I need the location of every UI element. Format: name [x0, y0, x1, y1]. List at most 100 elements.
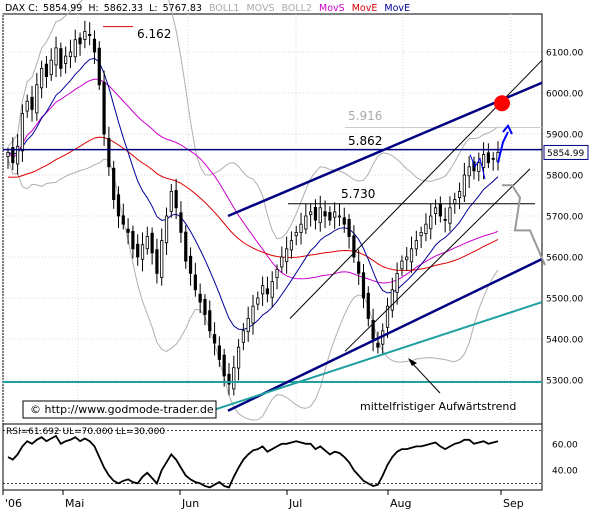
candle-body [405, 256, 409, 261]
candle-body [102, 81, 106, 135]
header-high: 5862.33 [104, 3, 143, 14]
lower-trend-channel [227, 257, 543, 412]
header-line: DAX C: 5854.99 H: 5862.33 L: 5767.83 BOL… [5, 3, 410, 14]
bullish-arrowhead [502, 123, 513, 135]
candle-body [424, 223, 428, 234]
x-tick-label: Jun [181, 497, 199, 510]
candle-body [318, 207, 322, 224]
candle-body [35, 84, 39, 114]
candle-body [347, 219, 351, 237]
copyright-box [22, 400, 217, 419]
candle-body [275, 268, 279, 278]
candle-body [193, 274, 197, 291]
x-tick-label: Jul [288, 497, 302, 510]
rsi-lines: 40.00 60.00 [3, 430, 578, 489]
candle-body [304, 215, 308, 230]
steep-trend-line [344, 168, 531, 352]
rsi-tick-label: 60.00 [552, 440, 578, 450]
candle-body [443, 218, 447, 221]
candle-body [333, 211, 337, 218]
candle-body [241, 330, 245, 343]
candle-body [309, 211, 313, 216]
price-tick-label: 5900.00 [546, 131, 583, 141]
header-indicator-movs: MOVS [246, 3, 274, 14]
rsi-panel [2, 423, 543, 491]
candle-body [54, 47, 58, 66]
candle-body [395, 272, 399, 293]
candle-body [438, 203, 442, 217]
candle-body [212, 334, 217, 344]
candle-body [385, 305, 390, 328]
x-tick-label: Mai [65, 497, 84, 510]
candle-body [78, 37, 82, 45]
movs-line [7, 78, 499, 284]
candle-body [294, 231, 298, 237]
candle-body [83, 31, 87, 40]
candle-body [400, 260, 404, 270]
candle-body [323, 211, 327, 217]
candle-body [414, 240, 418, 250]
candle-body [357, 261, 361, 274]
candle-body [145, 236, 149, 250]
candle-body [107, 138, 111, 168]
candle-body [68, 51, 73, 58]
candle-body [328, 212, 332, 221]
candle-body [232, 367, 236, 390]
candle-body [92, 38, 97, 53]
high-label: 6.162 [137, 27, 171, 41]
candle-body [246, 318, 250, 333]
candle-body [169, 190, 173, 212]
candle-body [289, 240, 294, 251]
candle-body [491, 157, 495, 160]
price-tick-label: 5600.00 [546, 254, 583, 264]
candle-body [30, 96, 34, 110]
candle-body [251, 305, 255, 324]
candle-body [433, 207, 438, 215]
level-5730-label: 5.730 [341, 187, 375, 201]
candle-body [126, 228, 130, 233]
candle-body [121, 215, 125, 225]
rsi-tick-label: 40.00 [552, 467, 578, 477]
candle-body [208, 310, 212, 332]
candle-body [453, 199, 457, 205]
candle-body [116, 194, 121, 217]
candle-body [160, 240, 164, 278]
rsi-line [7, 434, 499, 489]
candle-body [429, 215, 433, 230]
bollinger-lower [7, 158, 499, 421]
candle-body [97, 47, 101, 86]
candle-body [198, 293, 202, 303]
candle-body [49, 59, 53, 76]
candle-body [342, 217, 346, 225]
candle-body [486, 152, 490, 164]
candle-body [222, 354, 226, 377]
header-indicator-boll1: BOLL1 [209, 3, 239, 14]
price-axis: 5300.00 5400.00 5500.00 5600.00 5700.00 5800.… [543, 49, 589, 387]
level-5916-label: 5.916 [348, 109, 382, 123]
candle-body [140, 244, 145, 260]
candle-body [285, 248, 289, 263]
price-tick-label: 6100.00 [546, 49, 583, 59]
header-low: 5767.83 [163, 3, 202, 14]
path-scenario [469, 154, 486, 180]
candle-body [203, 298, 207, 315]
candle-body [59, 48, 63, 69]
header-high-label: H: [88, 3, 98, 14]
price-tick-label: 5800.00 [546, 172, 583, 182]
candle-body [44, 63, 49, 77]
candle-body [73, 39, 77, 58]
trend-drawings [3, 26, 546, 414]
candle-body [112, 167, 116, 201]
price-tick-label: 5700.00 [546, 213, 583, 223]
candle-body [270, 281, 274, 298]
bearish-scenario-path [502, 184, 546, 266]
price-grid [2, 14, 542, 424]
support-annotation-arrowhead [408, 358, 417, 366]
candle-body [481, 154, 486, 168]
copyright-text[interactable]: © http://www.godmode-trader.de [30, 403, 214, 416]
price-tick-label: 6000.00 [546, 90, 583, 100]
indicator-lines [7, 0, 499, 421]
candle-body [467, 166, 471, 177]
candle-body [136, 243, 140, 258]
